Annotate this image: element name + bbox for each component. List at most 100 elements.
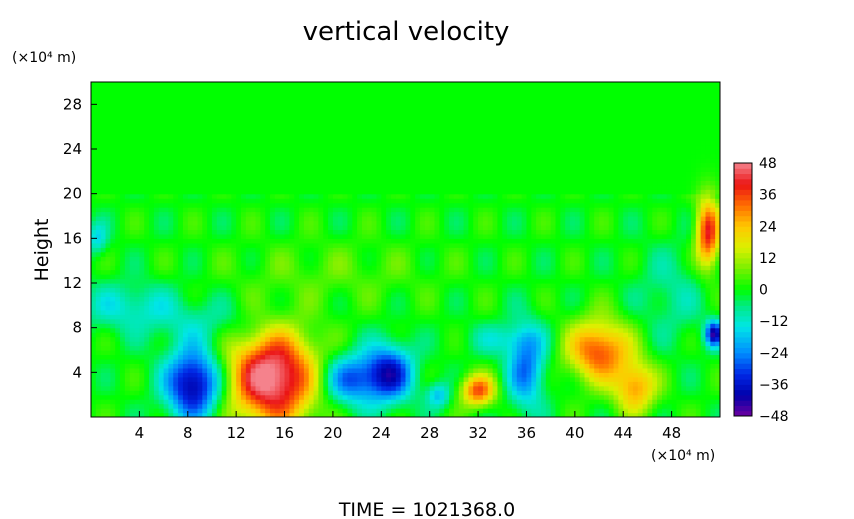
heatmap-cell [468,399,474,405]
heatmap-cell [574,403,581,409]
heatmap-cell [91,269,97,275]
heatmap-cell [187,251,194,257]
heatmap-cell [274,381,281,387]
heatmap-cell [134,372,140,378]
heatmap-cell [492,305,499,311]
heatmap-cell [226,408,232,414]
heatmap-cell [294,336,300,342]
heatmap-cell [129,296,136,302]
heatmap-cell [347,274,353,280]
heatmap-cell [289,323,295,329]
heatmap-cell [482,269,489,275]
heatmap-cell [124,296,131,302]
heatmap-cell [458,323,465,329]
heatmap-cell [308,376,315,382]
heatmap-cell [366,256,373,262]
heatmap-cell [120,278,126,284]
heatmap-cell [415,394,421,400]
heatmap-cell [366,287,373,293]
heatmap-cell [265,318,271,324]
heatmap-cell [361,256,368,262]
heatmap-cell [371,345,378,351]
heatmap-cell [163,314,170,320]
heatmap-cell [361,260,368,266]
heatmap-cell [695,390,702,396]
heatmap-cell [632,358,639,364]
heatmap-cell [400,399,407,405]
heatmap-cell [347,412,353,417]
heatmap-cell [661,278,668,284]
heatmap-cell [637,408,644,414]
heatmap-cell [260,300,266,306]
heatmap-cell [299,372,305,378]
heatmap-cell [371,287,378,293]
heatmap-cell [357,354,363,360]
heatmap-cell [555,372,561,378]
heatmap-cell [342,305,349,311]
heatmap-cell [632,318,639,324]
heatmap-cell [579,367,586,373]
heatmap-cell [149,354,155,360]
heatmap-cell [207,381,213,387]
heatmap-cell [303,247,310,253]
heatmap-cell [313,327,320,333]
heatmap-cell [657,305,663,311]
heatmap-cell [352,354,358,360]
heatmap-cell [207,336,213,342]
heatmap-cell [168,274,174,280]
heatmap-cell [313,291,320,297]
heatmap-cell [376,323,382,329]
heatmap-cell [603,390,610,396]
heatmap-cell [449,354,455,360]
heatmap-cell [95,296,102,302]
heatmap-cell [565,300,571,306]
heatmap-cell [589,354,595,360]
heatmap-cell [497,269,503,275]
heatmap-cell [608,412,615,417]
heatmap-cell [497,309,503,315]
heatmap-cell [536,350,542,356]
heatmap-cell [468,354,474,360]
heatmap-cell [274,341,281,347]
heatmap-cell [371,309,378,315]
heatmap-cell [299,323,305,329]
heatmap-cell [221,265,228,271]
heatmap-cell [226,269,232,275]
heatmap-cell [584,363,590,369]
heatmap-cell [492,251,499,257]
heatmap-cell [139,390,145,396]
heatmap-cell [279,283,286,289]
heatmap-cell [405,318,411,324]
heatmap-cell [144,296,150,302]
heatmap-cell [560,251,566,257]
heatmap-cell [168,283,174,289]
heatmap-cell [623,367,629,373]
heatmap-cell [105,283,111,289]
heatmap-cell [207,363,213,369]
heatmap-cell [487,256,494,262]
heatmap-cell [686,354,692,360]
heatmap-cell [565,278,571,284]
heatmap-cell [265,296,271,302]
heatmap-cell [182,350,189,356]
heatmap-cell [299,269,305,275]
heatmap-cell [613,318,619,324]
heatmap-cell [545,265,552,271]
heatmap-cell [405,287,411,293]
heatmap-cell [207,372,213,378]
heatmap-cell [424,278,431,284]
heatmap-cell [376,403,382,409]
heatmap-cell [536,287,542,293]
heatmap-cell [105,265,111,271]
heatmap-cell [628,403,634,409]
heatmap-cell [144,283,150,289]
heatmap-cell [366,291,373,297]
heatmap-cell [274,296,281,302]
heatmap-cell [91,358,97,364]
heatmap-cell [594,283,600,289]
heatmap-cell [294,305,300,311]
heatmap-cell [120,354,126,360]
heatmap-cell [531,408,537,414]
heatmap-cell [202,314,208,320]
heatmap-cell [608,256,615,262]
